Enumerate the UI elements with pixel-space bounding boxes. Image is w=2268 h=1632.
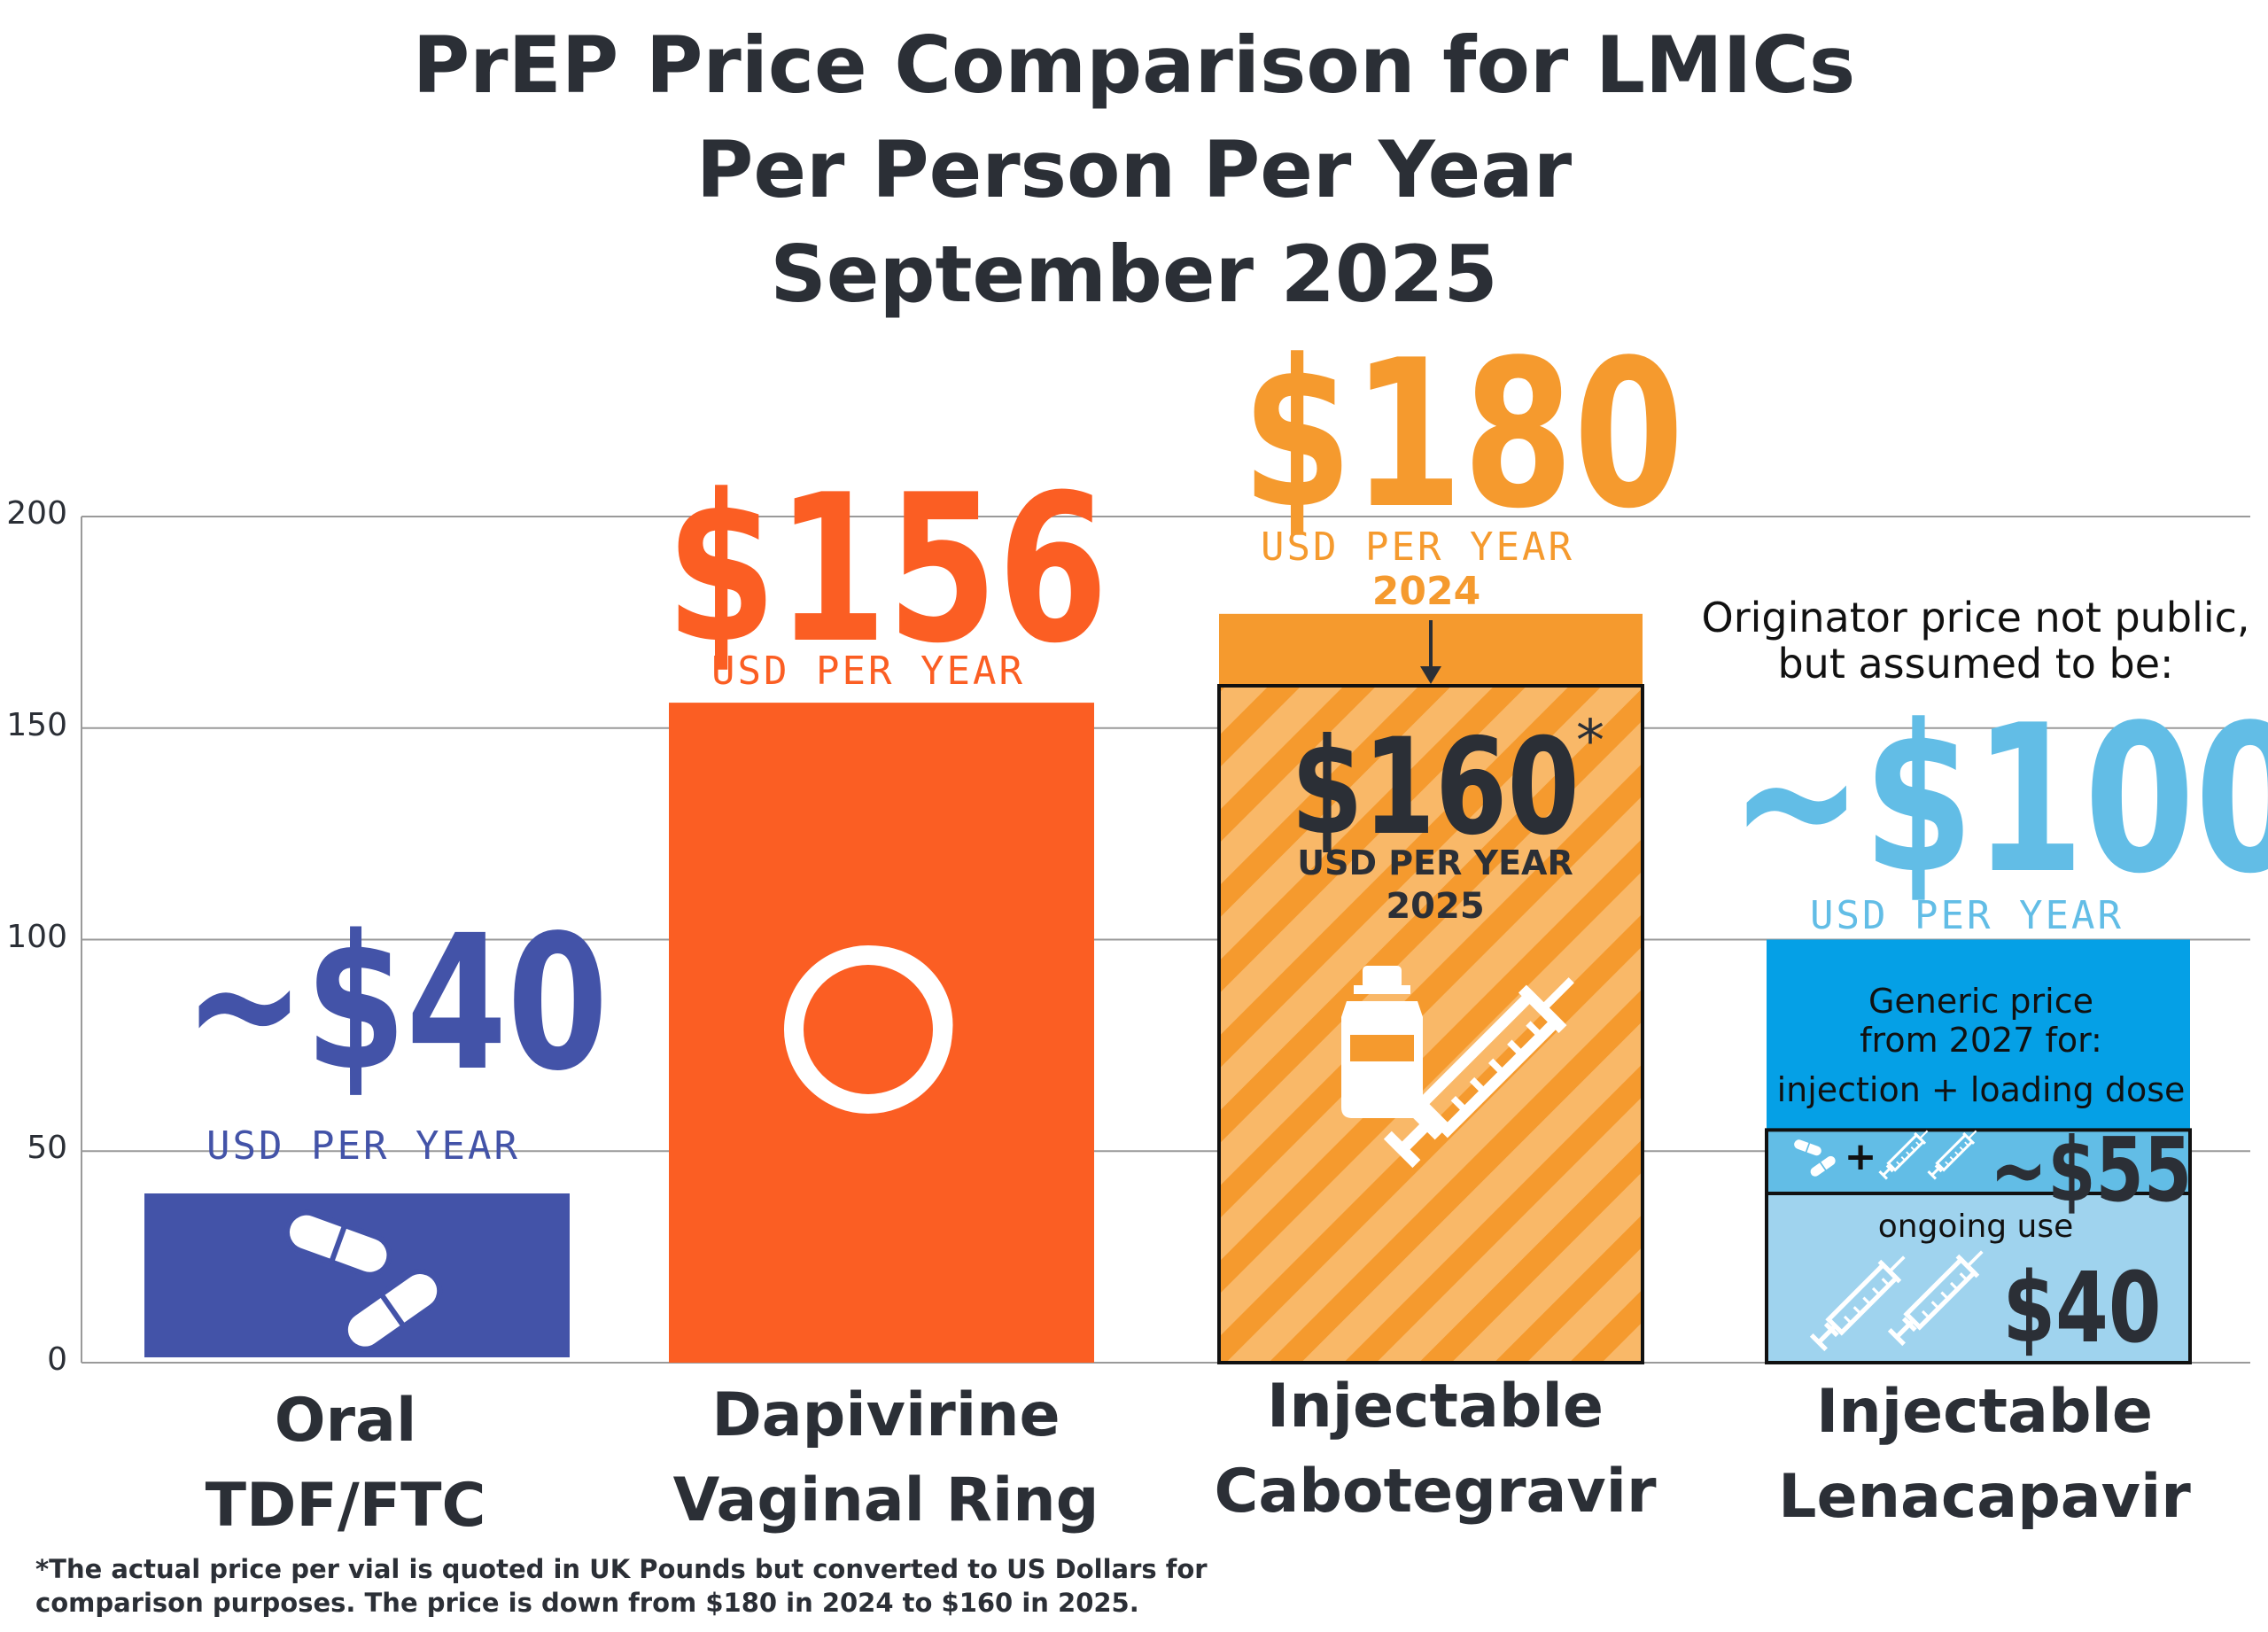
syringe-icon-small-1	[1878, 1130, 1929, 1180]
cab-2025-year-label: 2025	[1386, 886, 1485, 927]
len-ongoing-label: ongoing use	[1877, 1208, 2074, 1245]
oral-price-label: ~$40	[183, 895, 609, 1112]
category-label-ring-line-2: Vaginal Ring	[672, 1465, 1099, 1535]
len-generic-line-3: injection + loading dose	[1776, 1070, 2186, 1109]
bar-len-loading	[1765, 1128, 2192, 1195]
cab-2024-year-label: 2024	[1371, 569, 1481, 614]
bar-cab-2025	[1217, 684, 1644, 1364]
footnote-line-2: comparison purposes. The price is down f…	[35, 1588, 1139, 1618]
len-note-line-2: but assumed to be:	[1777, 640, 2174, 688]
len-note-line-1: Originator price not public,	[1701, 594, 2250, 641]
chart-title-line-3: September 2025	[770, 229, 1498, 320]
len-plus-sign: +	[1844, 1134, 1877, 1179]
ring-unit-label: USD PER YEAR	[711, 649, 1025, 694]
y-tick-label: 0	[47, 1341, 67, 1378]
footnote: *The actual price per vial is quoted in …	[35, 1552, 1453, 1620]
footnote-line-1: *The actual price per vial is quoted in …	[35, 1554, 1208, 1584]
category-label-oral-line-1: Oral TDF/FTC	[205, 1386, 486, 1541]
category-label-len: Injectable Lenacapavir	[1754, 1370, 2215, 1540]
pills-icon-small	[1792, 1138, 1837, 1178]
bar-ring	[669, 703, 1094, 1363]
cab-2025-price-label: $160	[1291, 711, 1580, 865]
ring-price-label: $156	[665, 452, 1108, 688]
y-tick-label: 150	[6, 706, 67, 743]
category-label-ring: Dapivirine Vaginal Ring	[656, 1373, 1116, 1543]
ring-icon	[784, 945, 953, 1114]
category-label-cab-line-1: Injectable	[1267, 1372, 1604, 1442]
y-tick-label: 100	[6, 918, 67, 955]
category-label-cab-line-2: Cabotegravir	[1214, 1457, 1657, 1527]
y-tick-label: 50	[27, 1130, 67, 1167]
cab-2024-unit-label: USD PER YEAR	[1261, 525, 1574, 570]
category-label-cab: Injectable Cabotegravir	[1205, 1364, 1666, 1535]
bar-len-originator	[1767, 939, 2190, 1131]
len-price-label: ~$100	[1729, 682, 2268, 919]
syringe-icon-small-2	[1927, 1130, 1977, 1180]
vial-icon	[1341, 966, 1423, 1118]
cab-2025-unit-label: USD PER YEAR	[1297, 843, 1573, 882]
len-generic-line-1: Generic price	[1868, 982, 2093, 1021]
syringe-icon-ongoing-2	[1887, 1250, 1984, 1347]
cab-2025-star: *	[1576, 709, 1604, 774]
len-loading-price-label: ~$55	[1989, 1118, 2193, 1222]
chart-title-line-2: Per Person Per Year	[695, 124, 1573, 215]
syringe-icon	[1383, 977, 1574, 1169]
len-unit-label: USD PER YEAR	[1810, 893, 2124, 938]
pills-icon	[284, 1209, 443, 1352]
category-label-oral: Oral TDF/FTC	[124, 1379, 567, 1549]
cab-2024-price-label: $180	[1241, 317, 1684, 554]
cab-price-arrowhead	[1420, 666, 1441, 684]
len-generic-line-2: from 2027 for:	[1860, 1021, 2102, 1060]
len-ongoing-price-label: $40	[2002, 1251, 2162, 1364]
y-tick-label: 200	[6, 495, 67, 532]
category-label-len-line-1: Injectable	[1816, 1377, 2153, 1447]
chart-title-line-1: PrEP Price Comparison for LMICs	[412, 19, 1856, 111]
category-label-len-line-2: Lenacapavir	[1778, 1462, 2191, 1532]
category-label-ring-line-1: Dapivirine	[711, 1380, 1060, 1450]
syringe-icon-ongoing-1	[1809, 1255, 1906, 1352]
oral-unit-label: USD PER YEAR	[206, 1123, 520, 1169]
